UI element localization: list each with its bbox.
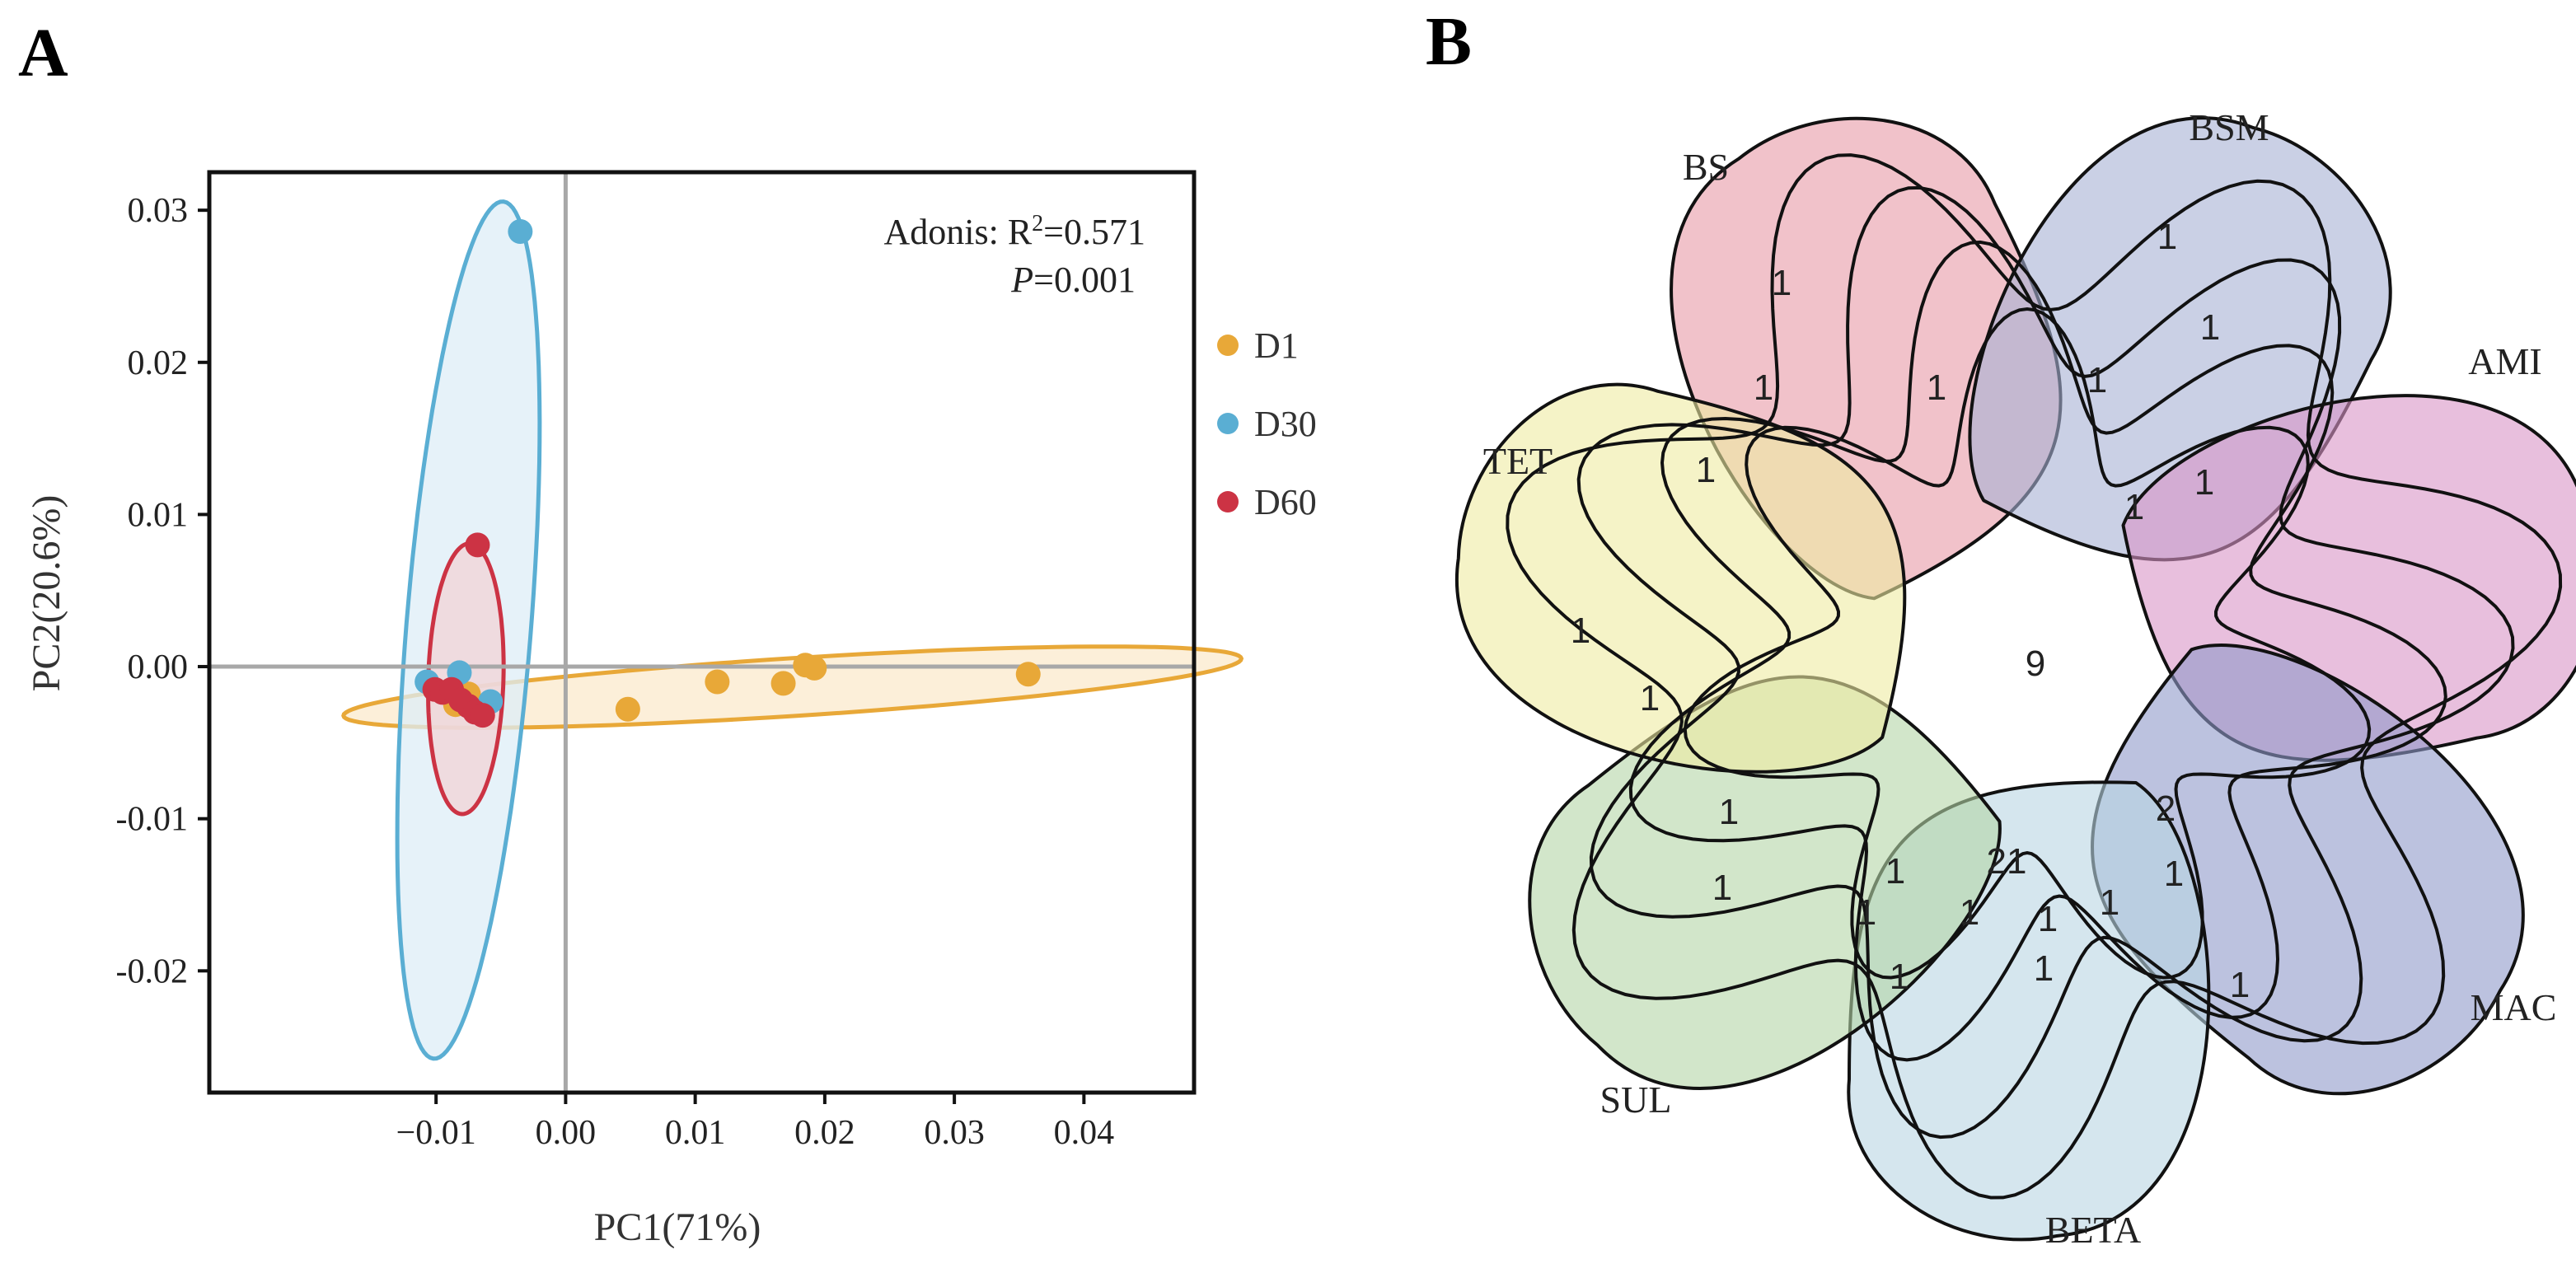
venn-count: 1 [1885, 851, 1905, 892]
legend-marker-d60 [1217, 491, 1239, 512]
x-axis-ticks: −0.01 0.00 0.01 0.02 0.03 0.04 [396, 1093, 1115, 1152]
venn-count: 1 [2164, 854, 2184, 894]
confidence-ellipses [341, 199, 1244, 1061]
venn-count: 1 [1857, 892, 1876, 933]
set-label-ami: AMI [2468, 340, 2541, 382]
venn-inner-outline [1576, 185, 2515, 1140]
plot-frame [207, 170, 1197, 1095]
point-d1 [705, 669, 730, 695]
venn-count: 1 [2230, 965, 2250, 1005]
x-tick-label: 0.04 [1054, 1114, 1115, 1152]
panel-a-label: A [18, 15, 68, 91]
adonis-p-annotation: P=0.001 [1010, 260, 1136, 300]
set-label-sul: SUL [1600, 1079, 1672, 1121]
set-label-mac: MAC [2471, 986, 2557, 1028]
venn-count: 1 [1754, 367, 1773, 408]
panel-b-label: B [1426, 3, 1472, 80]
venn-count: 1 [1719, 792, 1739, 832]
adonis-r2-annotation: Adonis: R2=0.571 [883, 211, 1145, 252]
venn-count: 2 [2156, 789, 2176, 829]
legend-label-d1: D1 [1254, 325, 1299, 366]
legend-label-d60: D60 [1254, 482, 1317, 522]
venn-count: 1 [2200, 307, 2220, 348]
venn-count: 1 [2124, 487, 2144, 527]
reference-lines [209, 172, 1194, 1093]
point-d1 [770, 671, 796, 696]
point-d60 [465, 532, 490, 558]
venn-count: 1 [2087, 360, 2107, 400]
venn-count: 1 [1927, 367, 1946, 408]
venn-count: 1 [1712, 868, 1732, 908]
point-d30 [508, 219, 533, 245]
venn-region-counts: 1 1 1 1 1 1 1 1 1 1 1 9 1 1 1 1 2 1 21 1… [1571, 217, 2250, 1005]
venn-count: 1 [1571, 611, 1590, 651]
venn-diagram: BS BSM AMI MAC BETA SUL TET 1 1 1 1 1 1 … [1454, 106, 2576, 1251]
venn-count: 1 [2038, 899, 2058, 939]
set-label-beta: BETA [2045, 1209, 2141, 1251]
y-tick-label: -0.02 [116, 952, 189, 990]
y-tick-label: -0.01 [116, 801, 189, 839]
venn-count: 1 [2034, 948, 2054, 989]
point-d1 [615, 696, 640, 722]
venn-count: 21 [1987, 841, 2027, 882]
legend-marker-d30 [1217, 413, 1239, 434]
set-label-bs: BS [1683, 146, 1729, 188]
venn-count: 1 [1772, 263, 1791, 303]
y-axis-title: PC2(20.6%) [25, 495, 68, 692]
x-axis-title: PC1(71%) [594, 1205, 761, 1249]
y-tick-label: 0.03 [128, 192, 189, 230]
venn-count: 1 [1890, 957, 1909, 997]
venn-count: 1 [1960, 892, 1979, 933]
venn-count: 1 [2194, 462, 2214, 503]
legend: D1 D30 D60 [1217, 325, 1317, 522]
pcoa-chart: −0.01 0.00 0.01 0.02 0.03 0.04 -0.02 -0.01 0.00… [25, 170, 1317, 1249]
venn-inner-outlines [1506, 153, 2563, 1200]
y-axis-ticks: -0.02 -0.01 0.00 0.01 0.02 0.03 [116, 192, 209, 990]
set-label-bsm: BSM [2189, 106, 2269, 148]
venn-count: 1 [2157, 217, 2177, 257]
x-tick-label: 0.03 [924, 1114, 985, 1152]
venn-count: 1 [1640, 678, 1660, 718]
point-d1 [1015, 662, 1041, 687]
x-tick-label: −0.01 [396, 1114, 476, 1152]
y-tick-label: 0.02 [128, 344, 189, 382]
y-tick-label: 0.00 [128, 648, 189, 686]
point-d1 [793, 653, 818, 678]
legend-marker-d1 [1217, 335, 1239, 356]
point-d60 [470, 703, 495, 728]
venn-count: 9 [2026, 644, 2045, 684]
venn-inner-outline [1506, 153, 2563, 1200]
data-points [415, 219, 1041, 728]
venn-petals [1454, 116, 2576, 1242]
legend-label-d30: D30 [1254, 404, 1317, 444]
venn-count: 1 [2100, 882, 2119, 923]
y-tick-label: 0.01 [128, 496, 189, 534]
x-tick-label: 0.00 [536, 1114, 597, 1152]
x-tick-label: 0.02 [794, 1114, 855, 1152]
venn-count: 1 [1696, 450, 1716, 490]
x-tick-label: 0.01 [665, 1114, 726, 1152]
set-label-tet: TET [1483, 440, 1553, 482]
venn-inner-outline [1683, 307, 2372, 980]
